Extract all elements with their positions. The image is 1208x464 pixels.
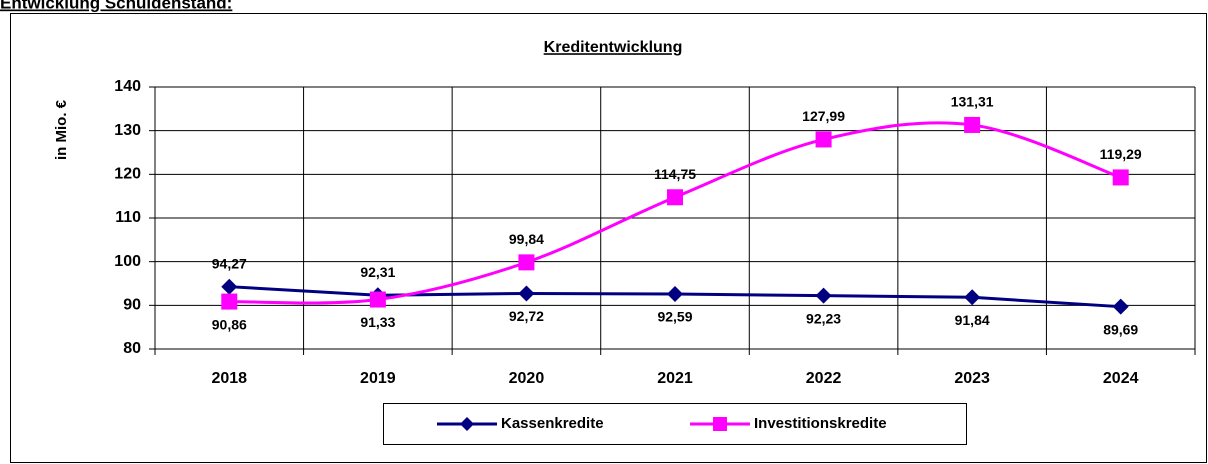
data-point bbox=[518, 285, 535, 302]
page-title: Entwicklung Schuldenstand: bbox=[0, 0, 232, 12]
y-tick-label: 80 bbox=[123, 340, 141, 357]
data-label: 94,27 bbox=[212, 255, 247, 271]
y-tick-label: 100 bbox=[114, 253, 141, 270]
data-label: 127,99 bbox=[802, 108, 845, 124]
data-label: 92,72 bbox=[509, 308, 544, 324]
data-label: 114,75 bbox=[654, 166, 696, 182]
legend-marker bbox=[713, 417, 727, 431]
data-point bbox=[221, 293, 238, 310]
y-tick-label: 110 bbox=[115, 209, 141, 226]
data-point bbox=[815, 287, 832, 304]
legend-label: Kassenkredite bbox=[501, 415, 604, 432]
data-label: 131,31 bbox=[951, 94, 994, 110]
y-tick-label: 140 bbox=[114, 78, 141, 95]
data-label: 119,29 bbox=[1100, 146, 1142, 162]
x-tick-label: 2020 bbox=[509, 370, 545, 387]
chart-frame bbox=[10, 13, 1207, 463]
y-tick-label: 120 bbox=[114, 166, 141, 183]
data-label: 92,31 bbox=[360, 264, 395, 280]
data-point bbox=[1112, 298, 1129, 315]
x-tick-label: 2019 bbox=[360, 370, 396, 387]
x-tick-label: 2018 bbox=[211, 370, 247, 387]
data-point bbox=[815, 131, 832, 148]
data-label: 92,59 bbox=[657, 309, 692, 325]
legend-marker bbox=[460, 417, 474, 431]
data-point bbox=[369, 291, 386, 308]
data-label: 91,33 bbox=[360, 314, 395, 330]
y-tick-label: 90 bbox=[123, 297, 141, 314]
x-tick-label: 2021 bbox=[657, 370, 693, 387]
chart-title: Kreditentwicklung bbox=[544, 39, 683, 56]
data-point bbox=[964, 116, 981, 133]
x-tick-label: 2022 bbox=[806, 370, 842, 387]
data-label: 91,84 bbox=[955, 312, 990, 328]
data-label: 90,86 bbox=[212, 316, 247, 332]
data-point bbox=[667, 189, 683, 206]
x-tick-label: 2024 bbox=[1103, 370, 1139, 387]
data-label: 92,23 bbox=[806, 310, 841, 326]
data-point bbox=[221, 278, 238, 295]
data-point bbox=[1112, 169, 1129, 186]
y-axis-label: in Mio. € bbox=[53, 99, 70, 160]
data-point bbox=[518, 254, 535, 271]
data-label: 99,84 bbox=[509, 231, 544, 247]
y-tick-label: 130 bbox=[114, 122, 141, 139]
data-label: 89,69 bbox=[1103, 321, 1138, 337]
data-point bbox=[667, 286, 683, 303]
legend-label: Investitionskredite bbox=[754, 415, 887, 432]
x-tick-label: 2023 bbox=[954, 370, 990, 387]
data-point bbox=[964, 289, 981, 306]
